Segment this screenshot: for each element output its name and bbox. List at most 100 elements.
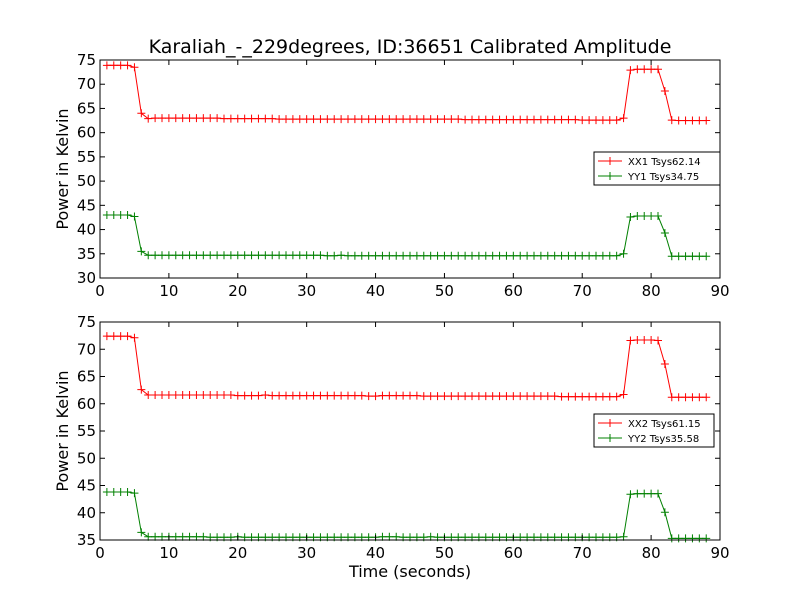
data-point [598,251,607,260]
series-1 [102,332,711,402]
x-tick-label: 40 [366,282,385,300]
y-tick-label: 60 [77,124,96,142]
y-tick-label: 35 [77,531,96,549]
data-point [220,391,228,400]
data-point [392,251,401,260]
data-point [633,65,642,74]
data-point [330,115,339,124]
data-point [406,115,414,124]
data-point [337,251,346,260]
data-point [385,532,394,541]
data-point [144,532,153,541]
data-point [509,115,518,124]
data-point [268,391,277,400]
data-point [261,391,270,400]
data-point [592,392,600,401]
data-point [247,391,256,400]
data-point [116,488,125,497]
data-point [454,251,463,260]
data-point [158,114,166,123]
data-point [185,532,194,541]
data-point [137,247,146,256]
data-point [564,251,573,260]
data-point [192,532,201,541]
data-point [309,391,318,400]
data-point [516,392,525,401]
data-point [357,251,366,260]
data-point [275,391,284,400]
data-point [454,115,463,124]
y-tick-label: 75 [77,313,96,331]
data-point [550,251,559,260]
data-point [268,114,277,123]
data-point [598,116,607,125]
data-point [674,116,683,125]
data-point [468,115,476,124]
data-point [543,392,552,401]
data-point [378,115,387,124]
data-point [702,252,711,261]
data-point [364,251,373,260]
data-point [509,392,518,401]
data-point [109,211,118,220]
data-point [199,114,208,123]
x-tick-label: 20 [228,544,247,562]
data-point [516,251,525,260]
data-point [681,252,690,261]
x-tick-label: 50 [435,282,454,300]
data-point [171,532,180,541]
data-point [543,115,552,124]
data-point [254,251,263,260]
legend-label: YY2 Tsys35.58 [627,434,699,445]
x-tick-label: 20 [228,282,247,300]
data-point [123,211,132,220]
data-point [592,251,600,260]
data-point [399,115,408,124]
data-point [171,114,180,123]
data-point [640,489,649,498]
data-point [674,534,683,543]
data-point [288,115,297,124]
y-axis-label: Power in Kelvin [53,370,72,491]
data-point [220,251,228,260]
data-point [337,115,346,124]
data-point [412,391,421,400]
data-point [695,252,704,261]
data-point [309,251,318,260]
series-2 [102,211,711,261]
data-point [440,392,449,401]
data-point [474,392,483,401]
data-point [495,392,504,401]
data-point [151,251,160,260]
data-point [426,532,435,541]
data-point [468,392,476,401]
y-tick-label: 55 [77,148,96,166]
data-point [392,532,401,541]
data-point [488,251,497,260]
data-point [619,249,628,258]
data-point [123,488,132,497]
y-tick-label: 35 [77,245,96,263]
data-point [316,391,325,400]
data-point [695,534,704,543]
data-point [282,251,290,260]
data-point [192,391,201,400]
data-point [350,251,359,260]
data-point [557,392,566,401]
data-point [240,114,249,123]
data-point [667,116,676,125]
data-point [633,211,642,220]
data-point [647,65,656,74]
data-point [233,391,242,400]
legend-marker [606,419,614,427]
data-point [647,489,656,498]
data-point [626,490,635,499]
data-point [523,392,532,401]
data-point [502,115,511,124]
x-tick-label: 30 [297,544,316,562]
data-point [371,115,380,124]
data-point [199,391,208,400]
legend-item: YY2 Tsys35.58 [598,434,699,445]
data-point [116,211,125,220]
